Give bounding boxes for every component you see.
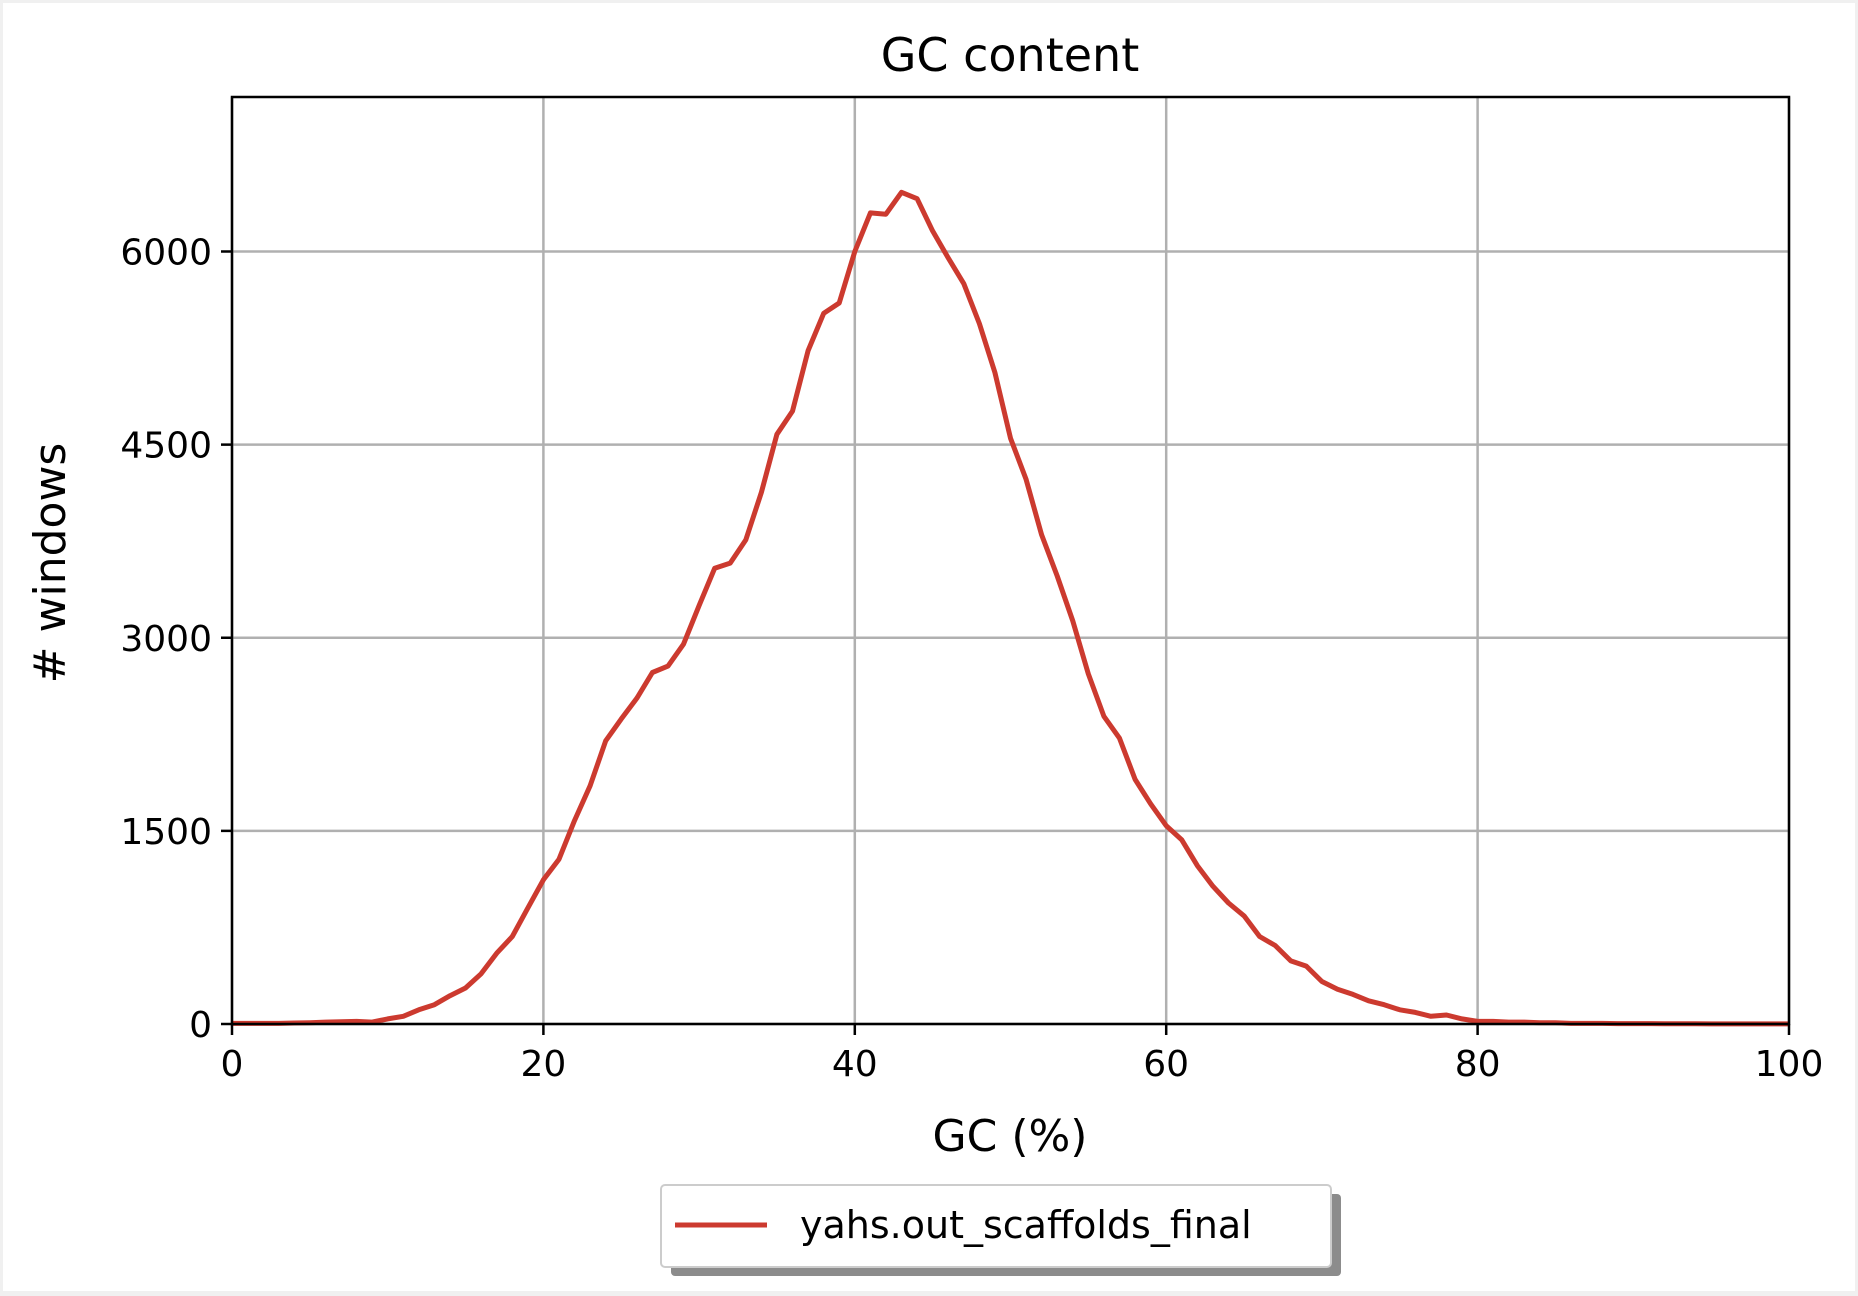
plot-frame (230, 95, 1791, 1026)
y-axis-label: # windows (25, 443, 76, 684)
grid (230, 97, 1791, 1026)
y-tick-label: 3000 (120, 619, 212, 660)
x-axis-ticks: 0 20 40 60 80 100 (221, 1024, 1824, 1085)
gc-content-chart: 0 20 40 60 80 100 0 1500 3000 4500 6000 GC conten… (25, 28, 1824, 1276)
legend-box (660, 1184, 1332, 1268)
y-axis-ticks: 0 1500 3000 4500 6000 (120, 233, 232, 1046)
y-tick-label: 1500 (120, 812, 212, 853)
legend: yahs.out_scaffolds_final (660, 1184, 1341, 1276)
y-tick-label: 4500 (120, 426, 212, 467)
figure: 0 20 40 60 80 100 0 1500 3000 4500 6000 GC conten… (3, 3, 1855, 1291)
legend-label: yahs.out_scaffolds_final (800, 1203, 1252, 1247)
series-line-yahs-out-scaffolds-final (232, 189, 1789, 1027)
chart-title: GC content (881, 28, 1140, 82)
x-tick-label: 40 (832, 1044, 878, 1085)
x-axis-label: GC (%) (933, 1111, 1088, 1162)
x-tick-label: 80 (1455, 1044, 1501, 1085)
x-tick-label: 20 (520, 1044, 566, 1085)
x-tick-label: 0 (221, 1044, 244, 1085)
x-tick-label: 60 (1143, 1044, 1189, 1085)
x-tick-label: 100 (1755, 1044, 1824, 1085)
y-tick-label: 6000 (120, 233, 212, 274)
y-tick-label: 0 (189, 1005, 212, 1046)
